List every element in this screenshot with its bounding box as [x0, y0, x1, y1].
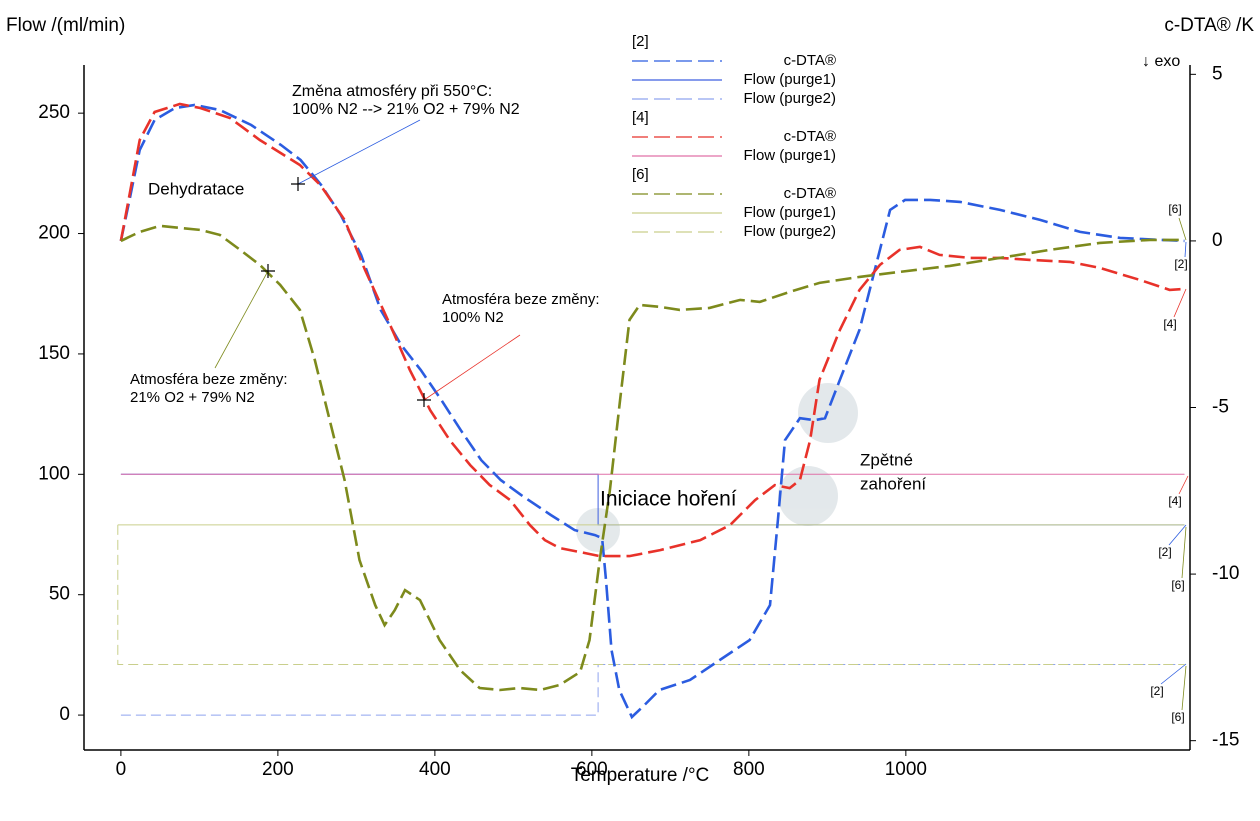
y-tick-label: 250	[38, 102, 70, 123]
y2-axis-label: c-DTA® /K	[1164, 15, 1254, 36]
y-tick-label: 0	[59, 704, 70, 725]
legend-group: [2]	[632, 33, 649, 50]
flow-line	[120, 664, 1185, 716]
annotation: Iniciace hoření	[600, 488, 737, 511]
y2-tick-label: 5	[1212, 63, 1223, 84]
y-tick-label: 100	[38, 463, 70, 484]
legend-group: [6]	[632, 166, 649, 183]
legend-label: Flow (purge2)	[743, 223, 836, 240]
legend-label: Flow (purge1)	[743, 71, 836, 88]
annotation: 100% N2 --> 21% O2 + 79% N2	[292, 101, 520, 118]
end-label: [6]	[1171, 710, 1184, 724]
end-label-leader	[1178, 475, 1189, 495]
y2-tick-label: 0	[1212, 230, 1223, 251]
y-tick-label: 150	[38, 343, 70, 364]
x-tick-label: 800	[733, 759, 765, 780]
y2-tick-label: -10	[1212, 563, 1239, 584]
annotation: Atmosféra beze změny:	[130, 371, 288, 388]
end-label-leader	[1168, 524, 1187, 546]
dta-curve	[119, 103, 1185, 720]
x-axis-label: Temperature /°C	[571, 765, 710, 786]
end-label-leader	[1160, 663, 1187, 685]
annotation-leader	[297, 119, 421, 185]
y-tick-label: 50	[49, 584, 70, 605]
annotation-marker	[417, 393, 431, 407]
legend-label: Flow (purge1)	[743, 204, 836, 221]
annotation: Zpětné	[860, 450, 913, 469]
y-tick-label: 200	[38, 223, 70, 244]
legend-label: c-DTA®	[784, 185, 836, 202]
annotation: 100% N2	[442, 309, 504, 326]
end-label-leader	[1184, 241, 1187, 258]
end-label-leader	[1181, 526, 1187, 579]
annotation: 21% O2 + 79% N2	[130, 389, 255, 406]
highlight	[778, 466, 838, 526]
end-label: [6]	[1168, 202, 1181, 216]
annotation-leader	[423, 334, 521, 401]
annotation-marker	[291, 177, 305, 191]
end-label-leader	[1181, 665, 1187, 711]
legend-group: [4]	[632, 109, 649, 126]
x-tick-label: 200	[262, 759, 294, 780]
end-label: [2]	[1158, 545, 1171, 559]
end-label: [2]	[1150, 684, 1163, 698]
dta-curve	[119, 102, 1185, 558]
dta-curve	[120, 224, 1185, 692]
end-label: [6]	[1171, 578, 1184, 592]
legend-label: c-DTA®	[784, 52, 836, 69]
end-label-leader	[1178, 217, 1187, 241]
y2-tick-label: -5	[1212, 397, 1229, 418]
end-label: [4]	[1168, 494, 1181, 508]
y-axis-label: Flow /(ml/min)	[6, 15, 125, 36]
legend-label: Flow (purge1)	[743, 147, 836, 164]
x-tick-label: 1000	[885, 759, 927, 780]
annotation: Dehydratace	[148, 179, 244, 198]
annotation: Atmosféra beze změny:	[442, 291, 600, 308]
exo-note: ↓ exo	[1142, 53, 1180, 70]
end-label: [2]	[1174, 257, 1187, 271]
y2-tick-label: -15	[1212, 730, 1239, 751]
legend-label: Flow (purge2)	[743, 90, 836, 107]
annotation: Změna atmosféry při 550°C:	[292, 83, 492, 100]
annotation: zahoření	[860, 474, 926, 493]
x-tick-label: 400	[419, 759, 451, 780]
end-label-leader	[1173, 288, 1187, 318]
x-tick-label: 600	[576, 759, 608, 780]
annotation-marker	[261, 264, 275, 278]
x-tick-label: 0	[116, 759, 127, 780]
annotation-leader	[214, 270, 269, 369]
end-label: [4]	[1163, 317, 1176, 331]
highlight	[576, 508, 620, 552]
legend-label: c-DTA®	[784, 128, 836, 145]
flow-line	[117, 524, 1185, 665]
